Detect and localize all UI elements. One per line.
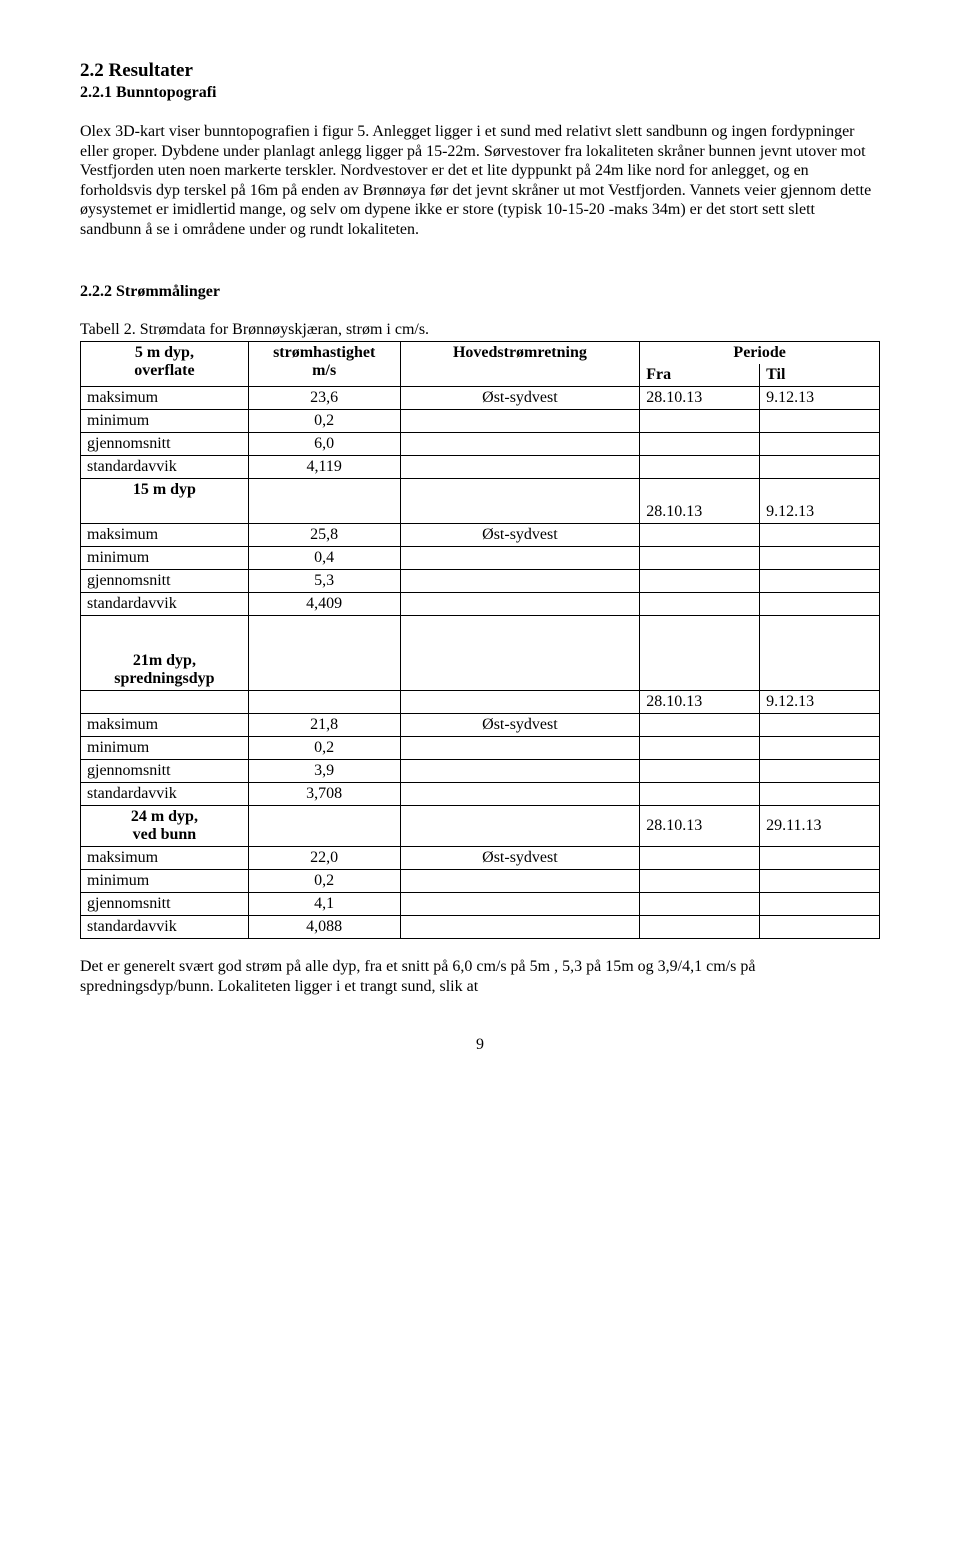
table-row: minimum 0,4	[81, 547, 880, 570]
cell-direction: Øst-sydvest	[400, 524, 640, 547]
cell-label: minimum	[81, 870, 249, 893]
table-row: maksimum 25,8 Øst-sydvest	[81, 524, 880, 547]
cell-label: maksimum	[81, 524, 249, 547]
cell-label: standardavvik	[81, 456, 249, 479]
cell-value: 4,1	[248, 893, 400, 916]
depth-21-line2: spredningsdyp	[114, 670, 214, 687]
cell-value: 3,708	[248, 783, 400, 806]
cell-fra: 28.10.13	[640, 806, 760, 847]
table-row: maksimum 22,0 Øst-sydvest	[81, 847, 880, 870]
cell-label: minimum	[81, 547, 249, 570]
cell-label: maksimum	[81, 387, 249, 410]
cell-value: 0,2	[248, 737, 400, 760]
cell-fra: 28.10.13	[640, 501, 760, 524]
heading-bunntopografi: 2.2.1 Bunntopografi	[80, 84, 880, 102]
cell-label: minimum	[81, 410, 249, 433]
cell-value: 4,088	[248, 916, 400, 939]
cell-value: 0,2	[248, 410, 400, 433]
depth-24-line1: 24 m dyp,	[131, 808, 198, 825]
cell-fra: 28.10.13	[640, 691, 760, 714]
cell-label: maksimum	[81, 847, 249, 870]
table-row: standardavvik 4,119	[81, 456, 880, 479]
table-row: maksimum 23,6 Øst-sydvest 28.10.13 9.12.…	[81, 387, 880, 410]
cell-value: 6,0	[248, 433, 400, 456]
header-til: Til	[760, 364, 880, 387]
heading-results: 2.2 Resultater	[80, 60, 880, 82]
table-row: gjennomsnitt 5,3	[81, 570, 880, 593]
header-depth5-line2: overflate	[134, 362, 194, 379]
header-fra: Fra	[640, 364, 760, 387]
cell-label: standardavvik	[81, 916, 249, 939]
cell-til: 9.12.13	[760, 691, 880, 714]
table-row: 24 m dyp, ved bunn 28.10.13 29.11.13	[81, 806, 880, 847]
table-row: standardavvik 4,409	[81, 593, 880, 616]
cell-direction: Øst-sydvest	[400, 847, 640, 870]
header-direction: Hovedstrømretning	[400, 342, 640, 387]
cell-value: 23,6	[248, 387, 400, 410]
heading-strommalinger: 2.2.2 Strømmålinger	[80, 283, 880, 301]
cell-label: maksimum	[81, 714, 249, 737]
table-row	[81, 616, 880, 651]
table-row: 28.10.13 9.12.13	[81, 691, 880, 714]
cell-label: standardavvik	[81, 783, 249, 806]
cell-value: 21,8	[248, 714, 400, 737]
depth-21-line1: 21m dyp,	[133, 652, 196, 669]
cell-label: standardavvik	[81, 593, 249, 616]
table-row: standardavvik 3,708	[81, 783, 880, 806]
cell-label: gjennomsnitt	[81, 433, 249, 456]
cell-direction: Øst-sydvest	[400, 714, 640, 737]
cell-label: gjennomsnitt	[81, 570, 249, 593]
cell-til: 9.12.13	[760, 387, 880, 410]
table-row: minimum 0,2	[81, 410, 880, 433]
depth-15-label: 15 m dyp	[81, 479, 249, 502]
cell-til: 29.11.13	[760, 806, 880, 847]
cell-til: 9.12.13	[760, 501, 880, 524]
table-row: gjennomsnitt 6,0	[81, 433, 880, 456]
cell-label: gjennomsnitt	[81, 893, 249, 916]
table-caption: Tabell 2. Strømdata for Brønnøyskjæran, …	[80, 321, 880, 339]
header-depth5-line1: 5 m dyp,	[135, 344, 194, 361]
header-speed-line1: strømhastighet	[273, 344, 375, 361]
header-speed-line2: m/s	[312, 362, 336, 379]
table-row: maksimum 21,8 Øst-sydvest	[81, 714, 880, 737]
cell-label: minimum	[81, 737, 249, 760]
cell-value: 25,8	[248, 524, 400, 547]
table-row: 28.10.13 9.12.13	[81, 501, 880, 524]
cell-value: 0,4	[248, 547, 400, 570]
page-number: 9	[80, 1036, 880, 1054]
table-row: 21m dyp, spredningsdyp	[81, 650, 880, 691]
strom-table: 5 m dyp, overflate strømhastighet m/s Ho…	[80, 341, 880, 939]
cell-value: 4,119	[248, 456, 400, 479]
cell-value: 3,9	[248, 760, 400, 783]
cell-value: 4,409	[248, 593, 400, 616]
paragraph-conclusion: Det er generelt svært god strøm på alle …	[80, 957, 880, 996]
cell-value: 5,3	[248, 570, 400, 593]
header-period: Periode	[640, 342, 880, 365]
table-row: minimum 0,2	[81, 737, 880, 760]
table-row: minimum 0,2	[81, 870, 880, 893]
table-header-row: 5 m dyp, overflate strømhastighet m/s Ho…	[81, 342, 880, 365]
table-row: gjennomsnitt 3,9	[81, 760, 880, 783]
depth-24-line2: ved bunn	[133, 826, 197, 843]
cell-fra: 28.10.13	[640, 387, 760, 410]
cell-value: 0,2	[248, 870, 400, 893]
table-row: gjennomsnitt 4,1	[81, 893, 880, 916]
cell-value: 22,0	[248, 847, 400, 870]
paragraph-bunntopografi: Olex 3D-kart viser bunntopografien i fig…	[80, 122, 880, 239]
cell-direction: Øst-sydvest	[400, 387, 640, 410]
table-row: standardavvik 4,088	[81, 916, 880, 939]
cell-label: gjennomsnitt	[81, 760, 249, 783]
table-row: 15 m dyp	[81, 479, 880, 502]
